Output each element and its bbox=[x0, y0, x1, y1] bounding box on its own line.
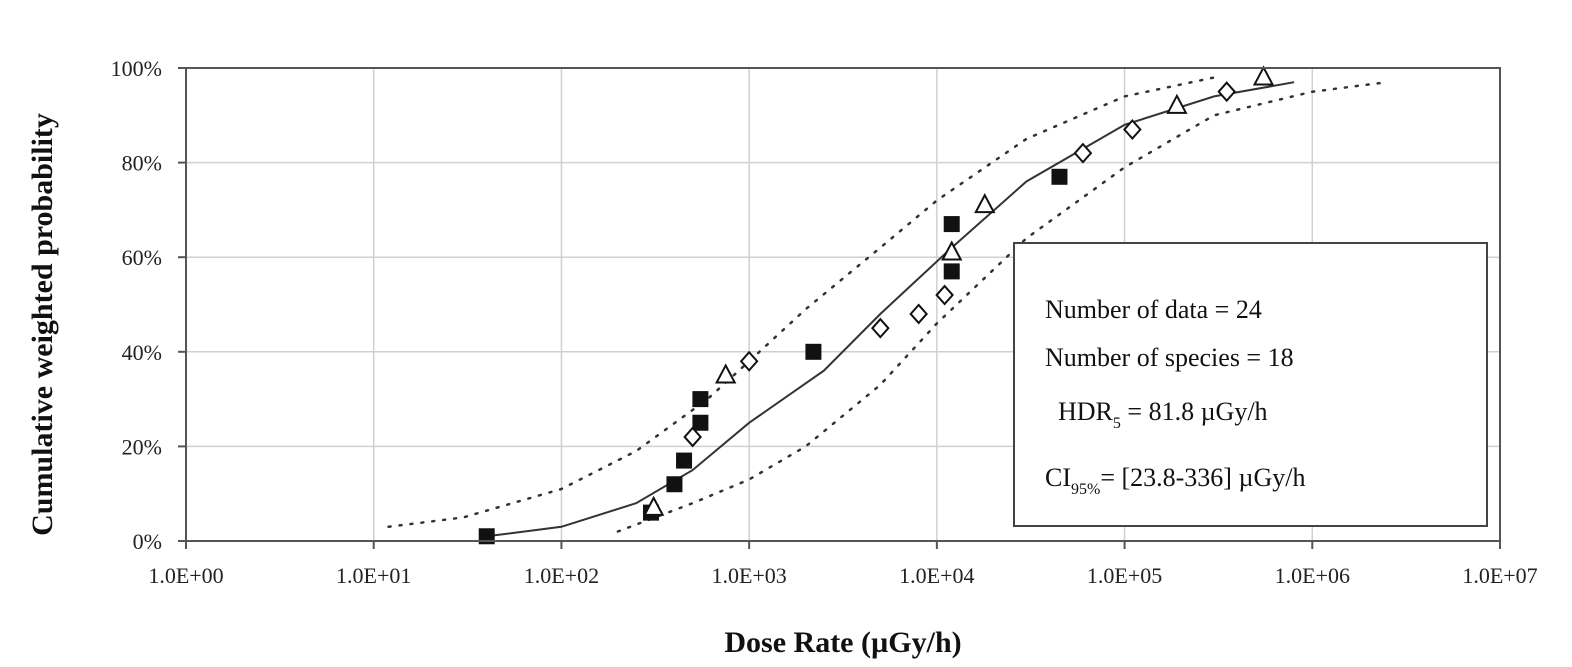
point-filled-square bbox=[805, 343, 822, 360]
x-axis-ticks: 1.0E+00 1.0E+01 1.0E+02 1.0E+03 1.0E+04 1.0E+… bbox=[148, 541, 1538, 588]
point-filled-square bbox=[692, 391, 709, 408]
x-tick-label: 1.0E+07 bbox=[1462, 563, 1537, 588]
y-tick-label: 20% bbox=[122, 434, 162, 459]
point-filled-square bbox=[676, 452, 693, 469]
point-filled-square bbox=[943, 216, 960, 233]
point-open-diamond bbox=[1217, 81, 1237, 103]
y-tick-label: 60% bbox=[122, 245, 162, 270]
x-tick-label: 1.0E+04 bbox=[899, 563, 974, 588]
stats-line: CI95%= [23.8-336] µGy/h bbox=[1045, 463, 1305, 498]
y-tick-label: 80% bbox=[122, 151, 162, 176]
point-open-triangle bbox=[1252, 65, 1275, 86]
ci-lower-curve bbox=[616, 80, 1389, 533]
x-tick-label: 1.0E+03 bbox=[711, 563, 786, 588]
point-open-diamond bbox=[739, 350, 759, 372]
point-open-diamond bbox=[871, 317, 890, 339]
y-axis-title: Cumulative weighted probability bbox=[26, 113, 59, 536]
stats-line: Number of species = 18 bbox=[1045, 343, 1294, 372]
y-tick-label: 40% bbox=[122, 340, 162, 365]
point-filled-square bbox=[692, 414, 709, 431]
y-axis-ticks: 0% 20% 40% 60% 80% 100% bbox=[111, 56, 186, 554]
confidence-interval-curves bbox=[387, 76, 1389, 533]
point-filled-square bbox=[666, 476, 683, 493]
point-open-diamond bbox=[683, 426, 702, 448]
stats-box-frame bbox=[1013, 242, 1488, 527]
point-open-triangle bbox=[643, 495, 665, 516]
stats-line: Number of data = 24 bbox=[1045, 295, 1262, 324]
stats-box: Number of data = 24 Number of species = 1… bbox=[1013, 242, 1488, 527]
x-axis-title: Dose Rate (µGy/h) bbox=[724, 626, 961, 659]
point-open-diamond bbox=[1073, 142, 1093, 164]
plot-frame bbox=[185, 67, 1501, 542]
y-tick-label: 100% bbox=[111, 56, 162, 81]
point-open-triangle bbox=[1166, 93, 1188, 114]
fit-curve bbox=[486, 81, 1295, 538]
point-filled-square bbox=[943, 263, 960, 280]
point-open-triangle bbox=[974, 193, 996, 214]
y-tick-label: 0% bbox=[133, 529, 162, 554]
x-tick-label: 1.0E+02 bbox=[524, 563, 599, 588]
x-tick-label: 1.0E+05 bbox=[1087, 563, 1162, 588]
x-tick-label: 1.0E+01 bbox=[336, 563, 411, 588]
fit-curve-group bbox=[486, 81, 1295, 538]
x-tick-label: 1.0E+06 bbox=[1275, 563, 1350, 588]
point-open-diamond bbox=[1123, 118, 1142, 140]
point-filled-square bbox=[1051, 168, 1068, 185]
point-open-diamond bbox=[935, 284, 954, 306]
point-open-diamond bbox=[909, 303, 929, 325]
stats-line: HDR5 = 81.8 µGy/h bbox=[1058, 397, 1268, 432]
point-open-triangle bbox=[715, 363, 737, 384]
x-tick-label: 1.0E+00 bbox=[148, 563, 223, 588]
point-open-triangle bbox=[941, 240, 963, 261]
